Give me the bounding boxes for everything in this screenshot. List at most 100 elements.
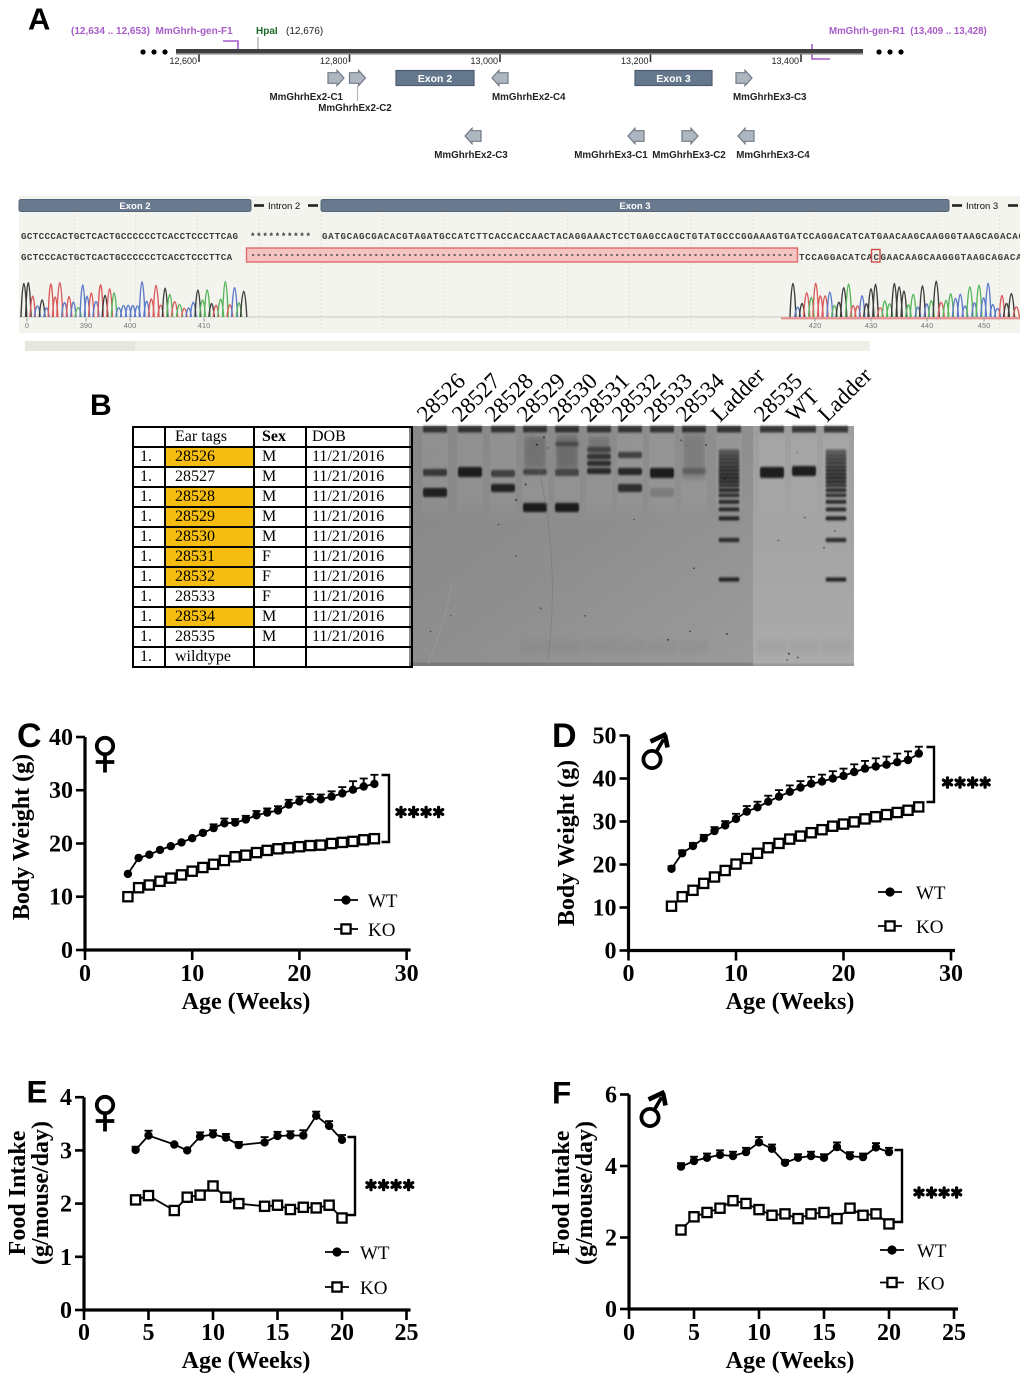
svg-text:0: 0 (623, 1320, 635, 1346)
svg-text:0: 0 (60, 1298, 72, 1324)
svg-text:MmGhrhEx3-C1: MmGhrhEx3-C1 (574, 150, 648, 161)
svg-text:5: 5 (143, 1320, 155, 1346)
svg-text:Exon 3: Exon 3 (619, 201, 650, 212)
svg-text:TCCAGGACATCA: TCCAGGACATCA (799, 252, 873, 263)
svg-text:30: 30 (395, 961, 419, 987)
svg-text:A: A (28, 2, 50, 37)
svg-text:Age (Weeks): Age (Weeks) (726, 989, 855, 1015)
svg-text:WT: WT (360, 1243, 390, 1264)
svg-text:2: 2 (605, 1226, 617, 1252)
svg-text:40: 40 (49, 725, 73, 751)
svg-text:**********: ********** (250, 231, 312, 242)
svg-text:13,200: 13,200 (621, 56, 649, 66)
svg-text:C: C (874, 252, 880, 263)
svg-text:20: 20 (330, 1320, 354, 1346)
svg-text:GCTCCCACTGCTCACTGCCCCCCTCACCTC: GCTCCCACTGCTCACTGCCCCCCTCACCTCCCTTCAG (21, 231, 238, 242)
svg-text:13,400: 13,400 (771, 56, 799, 66)
svg-text:Age (Weeks): Age (Weeks) (726, 1348, 855, 1374)
svg-text:WT: WT (368, 891, 398, 912)
svg-text:GATGCAGCGACACGTAGATGCCATCTTCAC: GATGCAGCGACACGTAGATGCCATCTTCACCACCAACTAC… (322, 231, 1020, 242)
svg-text:25: 25 (942, 1320, 966, 1346)
svg-text:20: 20 (593, 853, 617, 879)
svg-text:10: 10 (724, 961, 748, 987)
svg-text:30: 30 (939, 961, 963, 987)
svg-text:MmGhrhEx3-C4: MmGhrhEx3-C4 (736, 150, 810, 161)
svg-text:MmGhrh-gen-R1 (13,409 .. 13,4: MmGhrh-gen-R1 (13,409 .. 13,428) (829, 26, 987, 37)
svg-text:Exon 3: Exon 3 (656, 73, 691, 85)
svg-text:MmGhrhEx2-C4: MmGhrhEx2-C4 (492, 92, 566, 103)
svg-text:0: 0 (605, 1297, 617, 1323)
svg-text:MmGhrhEx2-C2: MmGhrhEx2-C2 (318, 103, 392, 114)
svg-text:0: 0 (79, 961, 91, 987)
svg-text:12,800: 12,800 (320, 56, 348, 66)
svg-text:20: 20 (832, 961, 856, 987)
svg-text:WT: WT (916, 883, 946, 904)
svg-text:D: D (552, 717, 577, 755)
svg-text:0: 0 (25, 321, 29, 330)
svg-text:4: 4 (605, 1154, 617, 1180)
svg-text:6: 6 (605, 1083, 617, 1109)
svg-text:13,000: 13,000 (470, 56, 498, 66)
svg-text:450: 450 (978, 321, 991, 330)
svg-text:Body Weight (g): Body Weight (g) (9, 754, 35, 920)
svg-text:400: 400 (124, 321, 137, 330)
svg-text:40: 40 (593, 767, 617, 793)
svg-text:KO: KO (360, 1278, 387, 1299)
svg-text:20: 20 (877, 1320, 901, 1346)
svg-text:B: B (90, 389, 112, 422)
svg-text:C: C (17, 717, 42, 755)
svg-text:E: E (27, 1074, 48, 1110)
svg-text:Food Intake: Food Intake (5, 1130, 31, 1255)
svg-text:WT: WT (917, 1241, 947, 1262)
svg-text:KO: KO (368, 920, 395, 941)
svg-text:Age (Weeks): Age (Weeks) (182, 1348, 311, 1374)
svg-text:10: 10 (593, 896, 617, 922)
svg-text:12,600: 12,600 (169, 56, 197, 66)
svg-text:10: 10 (180, 961, 204, 987)
svg-text:3: 3 (60, 1138, 72, 1164)
svg-text:KO: KO (917, 1274, 944, 1295)
svg-text:Body Weight (g): Body Weight (g) (554, 760, 580, 926)
svg-text:4: 4 (60, 1085, 72, 1111)
svg-text:410: 410 (198, 321, 211, 330)
svg-text:0: 0 (623, 961, 635, 987)
svg-text:10: 10 (747, 1320, 771, 1346)
svg-text:MmGhrhEx3-C3: MmGhrhEx3-C3 (733, 92, 807, 103)
svg-text:Food Intake: Food Intake (549, 1130, 575, 1255)
svg-text:Intron 2: Intron 2 (268, 201, 300, 212)
svg-text:HpaI: HpaI (256, 26, 278, 37)
svg-text:(12,676): (12,676) (286, 26, 323, 37)
svg-text:KO: KO (916, 917, 943, 938)
svg-text:0: 0 (78, 1320, 90, 1346)
svg-text:Ladder: Ladder (813, 363, 877, 427)
svg-text:MmGhrhEx2-C3: MmGhrhEx2-C3 (434, 150, 508, 161)
svg-text:20: 20 (287, 961, 311, 987)
svg-text:30: 30 (593, 810, 617, 836)
svg-text:Age (Weeks): Age (Weeks) (182, 989, 311, 1015)
svg-text:Exon 2: Exon 2 (418, 73, 453, 85)
svg-text:0: 0 (605, 939, 617, 965)
svg-text:30: 30 (49, 778, 73, 804)
svg-text:Exon 2: Exon 2 (119, 201, 150, 212)
svg-text:(g/mouse/day): (g/mouse/day) (28, 1121, 54, 1265)
svg-text:25: 25 (395, 1320, 419, 1346)
svg-text:15: 15 (812, 1320, 836, 1346)
svg-text:Intron 3: Intron 3 (966, 201, 998, 212)
svg-text:F: F (552, 1075, 571, 1111)
svg-text:50: 50 (593, 724, 617, 750)
svg-text:15: 15 (266, 1320, 290, 1346)
svg-text:MmGhrhEx3-C2: MmGhrhEx3-C2 (652, 150, 726, 161)
svg-text:440: 440 (921, 321, 934, 330)
svg-text:430: 430 (865, 321, 878, 330)
svg-text:MmGhrhEx2-C1: MmGhrhEx2-C1 (270, 92, 344, 103)
svg-text:0: 0 (61, 938, 73, 964)
svg-text:2: 2 (60, 1192, 72, 1218)
svg-text:420: 420 (809, 321, 822, 330)
svg-text:5: 5 (688, 1320, 700, 1346)
svg-text:1: 1 (60, 1245, 72, 1271)
svg-text:GAACAAGCAAGGGTAAGCAGACAGC: GAACAAGCAAGGGTAAGCAGACAGC (881, 252, 1020, 263)
svg-text:20: 20 (49, 832, 73, 858)
svg-text:10: 10 (201, 1320, 225, 1346)
svg-text:10: 10 (49, 885, 73, 911)
svg-text:GCTCCCACTGCTCACTGCCCCCCTCACCTC: GCTCCCACTGCTCACTGCCCCCCTCACCTCCCTTCA (21, 252, 233, 263)
